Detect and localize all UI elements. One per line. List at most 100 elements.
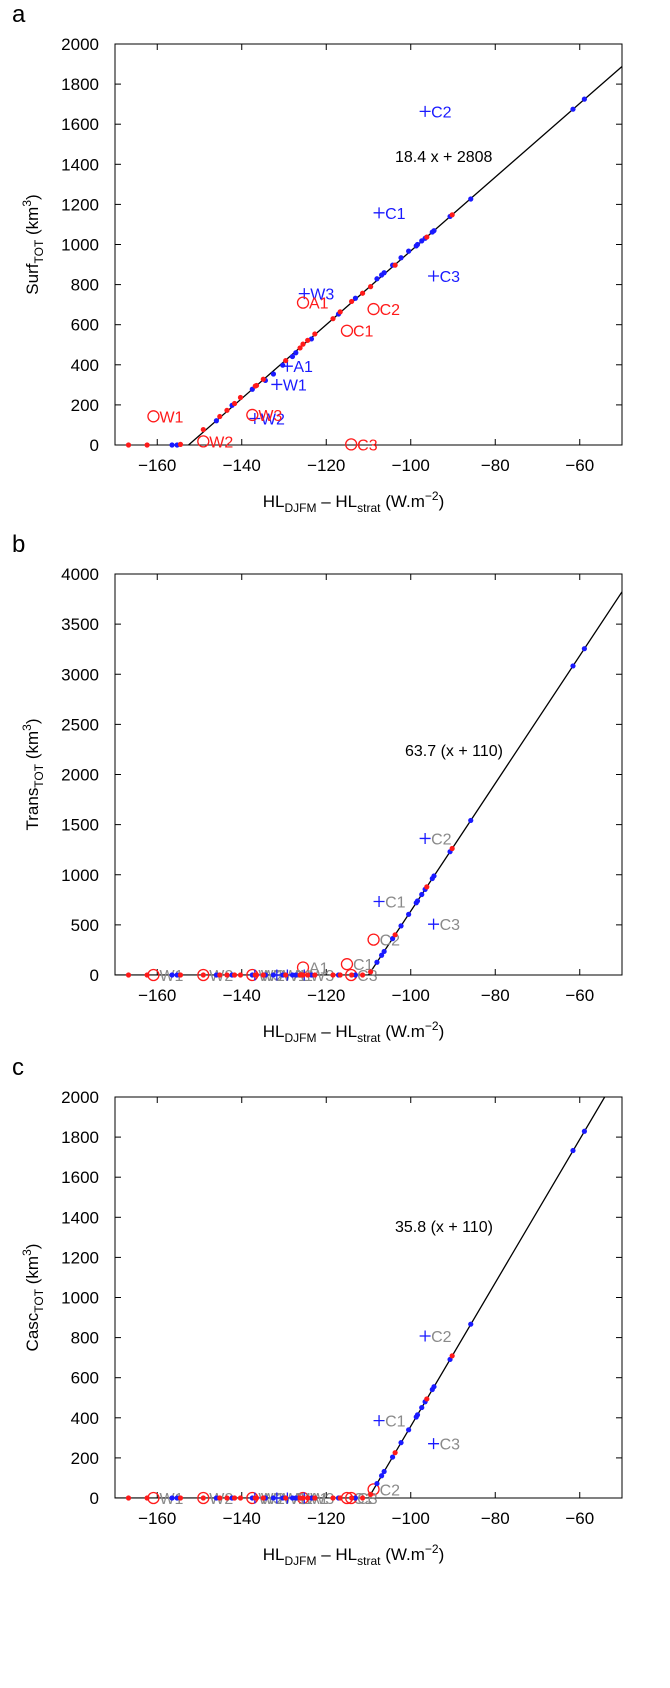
annotation-plus-marker xyxy=(373,207,385,219)
annotation-circle-marker xyxy=(197,1491,210,1505)
y-tick-label: 1400 xyxy=(61,155,99,174)
data-point-red xyxy=(449,212,455,218)
data-point-red xyxy=(260,972,266,978)
label-part: −2 xyxy=(425,489,439,503)
data-point-red xyxy=(224,972,230,978)
data-point-red xyxy=(330,1495,336,1501)
panel-label: a xyxy=(12,1,26,28)
annotation-label: A1 xyxy=(309,296,329,313)
label-part: −2 xyxy=(425,1542,439,1556)
annotation-circle-marker xyxy=(340,958,354,971)
data-point-blue xyxy=(406,911,412,917)
data-point-blue xyxy=(570,1147,576,1154)
annotation-label: W3 xyxy=(310,968,334,985)
annotation-plus-marker xyxy=(271,378,283,390)
data-point-red xyxy=(312,972,318,978)
x-axis-label: HLDJFM – HLstrat (W.m−2) xyxy=(263,1019,444,1045)
data-point-blue xyxy=(378,952,385,958)
data-point-blue xyxy=(468,817,474,824)
annotation-label: C2 xyxy=(431,1329,452,1346)
y-tick-label: 3000 xyxy=(61,665,99,684)
data-point-red xyxy=(349,298,355,305)
data-point-red xyxy=(359,972,366,978)
data-point-blue xyxy=(581,96,587,102)
y-tick-label: 2000 xyxy=(61,1088,99,1107)
label-part: – HL xyxy=(317,1545,358,1564)
x-tick-label: −140 xyxy=(223,986,261,1005)
data-point-red xyxy=(253,1495,260,1501)
panel-c: c −160 −140 −120 −100 −80 −60 0 200 400 600 800 1000… xyxy=(12,1054,623,1568)
annotation-circle-marker xyxy=(367,302,380,316)
fit-equation: 63.7 (x + 110) xyxy=(405,743,503,760)
y-tick-label: 3500 xyxy=(61,615,99,634)
data-point-blue xyxy=(581,1128,587,1134)
data-point-red xyxy=(283,972,289,978)
y-tick-label: 0 xyxy=(90,1489,99,1508)
annotation-label: C1 xyxy=(385,1414,406,1431)
data-point-red xyxy=(217,413,223,420)
annotation-plus-marker xyxy=(428,270,440,282)
annotation-circle-marker xyxy=(246,408,259,422)
annotation-label: C1 xyxy=(385,895,406,912)
data-point-red xyxy=(237,972,244,978)
label-part: TOT xyxy=(32,1288,46,1312)
data-point-red xyxy=(177,1495,184,1501)
data-point-blue xyxy=(352,972,359,978)
x-tick-label: −160 xyxy=(138,456,176,475)
data-point-red xyxy=(349,1495,355,1501)
data-point-blue xyxy=(381,1468,387,1475)
label-part: 3 xyxy=(20,200,34,207)
annotation-label: W2 xyxy=(261,412,285,429)
annotation-plus-marker xyxy=(419,832,431,844)
annotation-plus-marker xyxy=(419,105,431,117)
data-point-red xyxy=(424,1396,430,1402)
data-point-blue xyxy=(468,1321,474,1327)
y-tick-label: 200 xyxy=(71,396,99,415)
y-tick-label: 4000 xyxy=(61,565,99,584)
data-point-blue xyxy=(381,948,387,955)
annotation-label: A1 xyxy=(309,1491,329,1508)
data-point-red xyxy=(305,972,311,978)
x-tick-label: −140 xyxy=(223,1509,261,1528)
label-part: HL xyxy=(263,492,285,511)
annotation-circle-marker xyxy=(345,438,358,451)
annotation-label: W3 xyxy=(310,1491,334,1508)
data-point-red xyxy=(125,972,132,978)
annotation-label: C1 xyxy=(385,206,406,223)
annotation-label: C3 xyxy=(357,437,378,454)
x-tick-label: −140 xyxy=(223,456,261,475)
data-point-red xyxy=(368,284,374,290)
label-part: (W.m xyxy=(380,1545,424,1564)
x-tick-label: −120 xyxy=(307,986,345,1005)
data-point-blue xyxy=(419,891,425,898)
data-point-blue xyxy=(270,1495,277,1501)
data-point-red xyxy=(330,316,336,322)
label-part: ) xyxy=(439,492,445,511)
data-point-red xyxy=(260,1495,266,1501)
x-tick-label: −160 xyxy=(138,1509,176,1528)
data-point-blue xyxy=(381,270,387,276)
data-point-blue xyxy=(389,1454,396,1460)
data-point-red xyxy=(177,441,184,447)
fit-equation: 35.8 (x + 110) xyxy=(395,1219,493,1236)
annotation-label: C2 xyxy=(380,302,401,319)
annotation-circle-marker xyxy=(367,1483,380,1496)
y-tick-label: 400 xyxy=(71,356,99,375)
label-part: ) xyxy=(23,718,42,724)
label-part: ) xyxy=(439,1545,445,1564)
x-tick-label: −80 xyxy=(481,986,510,1005)
y-axis-label: CascTOT (km3) xyxy=(20,1244,46,1352)
annotation-label: W3 xyxy=(258,408,282,425)
plot-frame xyxy=(114,573,623,976)
y-tick-label: 2000 xyxy=(61,766,99,785)
y-tick-label: 500 xyxy=(71,916,99,935)
label-part: DJFM xyxy=(285,501,317,515)
annotation-label: W2 xyxy=(209,434,233,451)
data-point-red xyxy=(237,1495,244,1501)
data-point-red xyxy=(337,972,343,978)
annotation-label: A1 xyxy=(293,359,313,376)
data-point-blue xyxy=(398,255,404,261)
label-part: 3 xyxy=(20,724,34,731)
annotation-label: C3 xyxy=(440,269,461,286)
data-point-red xyxy=(337,1495,343,1501)
